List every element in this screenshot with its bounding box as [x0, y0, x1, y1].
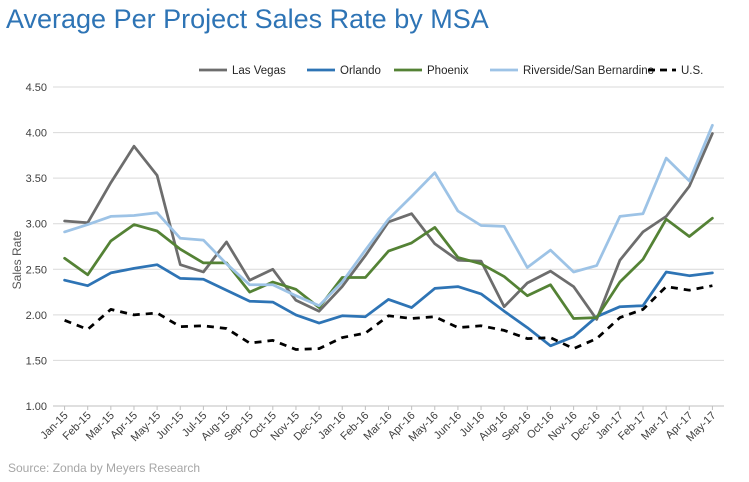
y-tick-label: 1.50: [26, 355, 47, 367]
y-tick-label: 4.50: [26, 82, 47, 94]
legend-label: Riverside/San Bernardino: [523, 65, 654, 77]
series-line-u-s-: [64, 284, 713, 351]
legend-label: Orlando: [340, 65, 381, 77]
y-tick-label: 2.00: [26, 310, 47, 322]
series-line-riverside-san-bernardino: [63, 123, 714, 308]
y-tick-label: 1.00: [26, 401, 47, 413]
gridlines: [53, 86, 724, 407]
legend: Las Vegas Orlando Phoenix Riverside/San Ber…: [199, 65, 703, 77]
series-lines: [63, 123, 714, 351]
legend-label: Phoenix: [427, 65, 469, 77]
y-tick-label: 2.50: [26, 264, 47, 276]
x-axis: Jan-15Feb-15Mar-15Apr-15May-15Jun-15Jul-…: [38, 405, 724, 444]
y-tick-label: 4.00: [26, 128, 47, 140]
y-tick-label: 3.50: [26, 173, 47, 185]
legend-label: Las Vegas: [232, 65, 286, 77]
chart-title: Average Per Project Sales Rate by MSA: [6, 4, 489, 34]
legend-label: U.S.: [681, 65, 703, 77]
series-line-orlando: [63, 263, 714, 348]
series-line-las-vegas: [63, 132, 714, 321]
y-axis-label: Sales Rate: [10, 230, 24, 289]
y-tick-label: 3.00: [26, 219, 47, 231]
series-line-phoenix: [63, 216, 714, 320]
source-note: Source: Zonda by Meyers Research: [8, 461, 201, 475]
y-axis: 1.00 1.50 2.00 2.50 3.00 3.50 4.00 4.50: [26, 82, 47, 413]
